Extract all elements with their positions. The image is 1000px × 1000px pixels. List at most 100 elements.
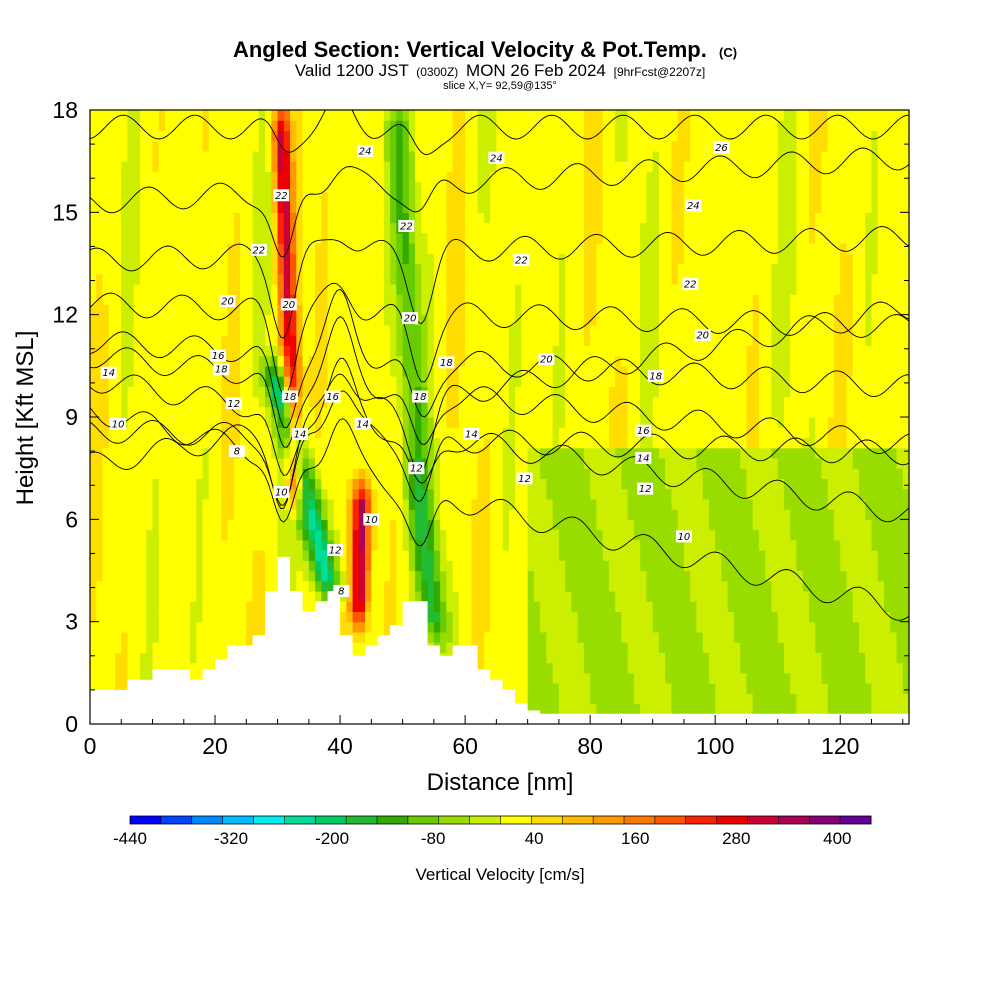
velocity-cell [552, 683, 560, 694]
velocity-cell [490, 468, 497, 479]
velocity-cell [208, 140, 216, 152]
velocity-cell [265, 539, 272, 551]
velocity-cell [271, 243, 279, 254]
velocity-cell [183, 212, 191, 224]
velocity-cell [533, 181, 541, 193]
velocity-cell [577, 130, 585, 142]
velocity-cell [358, 550, 366, 561]
velocity-cell [533, 243, 541, 254]
velocity-cell [390, 273, 397, 285]
velocity-cell [321, 294, 329, 306]
velocity-cell [390, 560, 397, 572]
velocity-cell [221, 191, 229, 203]
velocity-cell [427, 161, 435, 172]
velocity-cell [371, 335, 379, 346]
velocity-cell [571, 601, 579, 613]
velocity-cell [371, 437, 379, 449]
velocity-cell [477, 621, 485, 633]
velocity-cell [308, 202, 316, 213]
velocity-cell [358, 324, 366, 336]
velocity-cell [121, 406, 129, 418]
velocity-cell [552, 181, 560, 193]
velocity-cell [321, 498, 329, 510]
velocity-cell [371, 498, 379, 510]
velocity-cell [446, 570, 454, 582]
velocity-cell [452, 130, 460, 142]
velocity-cell [190, 335, 197, 346]
velocity-cell [471, 376, 479, 387]
velocity-cell [571, 590, 579, 602]
velocity-cell [427, 324, 435, 336]
velocity-cell [327, 263, 335, 275]
velocity-cell [233, 488, 241, 500]
velocity-cell [108, 335, 116, 346]
velocity-cell [202, 478, 210, 490]
velocity-cell [508, 212, 516, 224]
velocity-cell [471, 150, 479, 162]
velocity-cell [277, 181, 285, 193]
velocity-cell [477, 468, 485, 479]
velocity-cell [346, 212, 354, 224]
velocity-cell [383, 181, 391, 193]
velocity-cell [471, 539, 479, 551]
velocity-cell [602, 642, 610, 653]
velocity-cell [383, 191, 391, 203]
velocity-cell [546, 437, 554, 449]
velocity-cell [377, 150, 385, 162]
velocity-cell [396, 417, 404, 428]
velocity-cell [365, 355, 372, 367]
velocity-cell [471, 529, 479, 541]
velocity-cell [402, 355, 410, 367]
velocity-cell [258, 621, 266, 633]
velocity-cell [583, 110, 591, 121]
velocity-cell [358, 253, 366, 265]
velocity-cell [408, 478, 416, 490]
velocity-cell [96, 376, 104, 387]
velocity-cell [90, 519, 97, 531]
velocity-cell [290, 140, 297, 152]
velocity-cell [571, 642, 579, 653]
velocity-cell [252, 457, 260, 469]
velocity-cell [190, 427, 197, 439]
velocity-cell [296, 253, 304, 265]
velocity-cell [421, 150, 429, 162]
velocity-cell [258, 457, 266, 469]
velocity-cell [496, 243, 504, 254]
velocity-cell [346, 181, 354, 193]
velocity-cell [596, 406, 604, 418]
velocity-cell [165, 212, 172, 224]
velocity-cell [240, 345, 247, 357]
velocity-cell [483, 498, 491, 510]
velocity-cell [165, 652, 172, 664]
velocity-cell [177, 437, 185, 449]
velocity-cell [221, 529, 229, 541]
velocity-cell [127, 539, 135, 551]
velocity-cell [371, 488, 379, 500]
velocity-cell [390, 570, 397, 582]
velocity-cell [396, 601, 404, 613]
velocity-cell [496, 539, 504, 551]
velocity-cell [596, 570, 604, 582]
velocity-cell [471, 263, 479, 275]
velocity-cell [483, 181, 491, 193]
velocity-cell [546, 672, 554, 684]
velocity-cell [446, 243, 454, 254]
velocity-cell [252, 365, 260, 377]
velocity-cell [477, 396, 485, 408]
velocity-cell [190, 652, 197, 664]
velocity-cell [108, 427, 116, 439]
velocity-cell [258, 202, 266, 213]
velocity-cell [358, 601, 366, 613]
velocity-cell [602, 570, 610, 582]
velocity-cell [158, 509, 166, 520]
velocity-cell [415, 294, 422, 306]
velocity-cell [346, 232, 354, 244]
velocity-cell [183, 232, 191, 244]
velocity-cell [127, 468, 135, 479]
velocity-cell [452, 120, 460, 132]
velocity-cell [515, 539, 522, 551]
velocity-cell [402, 150, 410, 162]
velocity-cell [115, 611, 122, 623]
velocity-cell [146, 212, 154, 224]
velocity-cell [540, 263, 547, 275]
